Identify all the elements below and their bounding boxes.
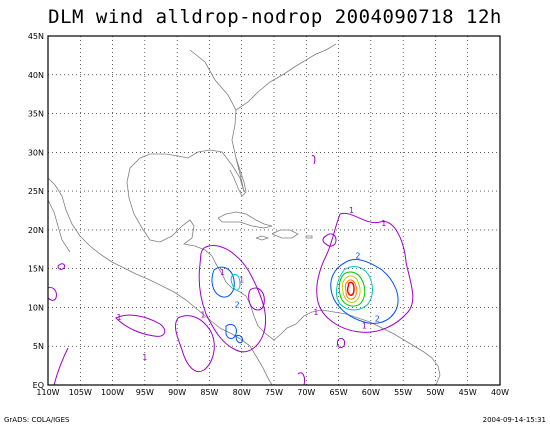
- contour-label: 1: [116, 313, 121, 322]
- lon-tick-label: 45W: [459, 388, 477, 397]
- lon-tick-label: 50W: [426, 388, 444, 397]
- lon-tick-label: 100W: [101, 388, 124, 397]
- contour-1-equator: [53, 347, 69, 385]
- contour-label: 1: [362, 321, 367, 330]
- coastline-florida: [229, 157, 247, 197]
- footer-credit: GrADS: COLA/IGES: [4, 416, 70, 424]
- contour-label: 1: [349, 206, 354, 215]
- contour-1-left-edge: [48, 287, 57, 301]
- lon-tick-label: 110W: [36, 388, 59, 397]
- grid-lines: [48, 36, 500, 385]
- lon-tick-label: 75W: [265, 388, 283, 397]
- lon-tick-label: 85W: [200, 388, 218, 397]
- coastline-baja: [48, 199, 71, 253]
- coastline-mexico-pacific: [48, 177, 273, 385]
- contour-1-caribbean-west: [198, 245, 267, 353]
- contour-label: 2: [235, 300, 240, 309]
- lat-tick-label: EQ: [33, 381, 44, 390]
- lon-tick-label: 55W: [394, 388, 412, 397]
- lon-tick-label: 65W: [330, 388, 348, 397]
- lat-tick-label: 40N: [28, 71, 44, 80]
- contour-label: 1: [239, 276, 244, 285]
- contour-1-south: [297, 372, 305, 385]
- coastline-south-america: [295, 309, 441, 385]
- coastline-jamaica: [255, 235, 270, 241]
- contour-1-central: [248, 287, 265, 311]
- lat-tick-label: 15N: [28, 265, 44, 274]
- contour-1-small-b: [311, 155, 316, 165]
- chart-title: DLM wind alldrop-nodrop 2004090718 12h: [48, 6, 502, 28]
- coastline-cuba: [217, 211, 273, 229]
- coastline-hispaniola: [271, 229, 299, 239]
- contour-3-west: [230, 273, 241, 291]
- contour-label: 1: [200, 311, 205, 320]
- lat-tick-label: 5N: [33, 342, 44, 351]
- contour-3-storm: [336, 266, 373, 311]
- lon-tick-label: 105W: [69, 388, 92, 397]
- lat-tick-label: 45N: [28, 32, 44, 41]
- contour-1-west-pacific-b: [175, 315, 215, 372]
- coastline-us-east: [126, 49, 297, 341]
- lon-tick-label: 90W: [168, 388, 186, 397]
- contour-2-west-c: [235, 335, 243, 344]
- lon-tick-label: 80W: [233, 388, 251, 397]
- contour-label: 1: [220, 268, 225, 277]
- contour-2-storm: [330, 259, 399, 324]
- contour-label: 1: [381, 219, 386, 228]
- contour-label: 1: [313, 308, 318, 317]
- contour-label: 2: [375, 314, 380, 323]
- contour-1-west-pacific: [115, 314, 166, 337]
- contours: [48, 155, 414, 385]
- contour-1-storm: [316, 212, 414, 333]
- contour-4-storm: [338, 271, 366, 307]
- lon-tick-label: 95W: [136, 388, 154, 397]
- lon-tick-label: 40W: [491, 388, 509, 397]
- contour-1-small-c: [337, 337, 345, 349]
- lat-tick-label: 30N: [28, 148, 44, 157]
- contour-7-storm: [346, 281, 355, 296]
- contour-1-small-d: [57, 263, 65, 270]
- coastline-northeast: [235, 43, 337, 111]
- contour-label: 1: [142, 353, 147, 362]
- lat-tick-label: 35N: [28, 110, 44, 119]
- lon-tick-label: 60W: [362, 388, 380, 397]
- axis-labels: EQ 5N 10N 15N 20N 25N 30N 35N 40N 45N 110W 105W 100W…: [28, 32, 509, 397]
- lon-tick-label: 70W: [297, 388, 315, 397]
- map-frame: [47, 35, 501, 386]
- footer-timestamp: 2004-09-14-15:31: [482, 416, 546, 424]
- lat-tick-label: 25N: [28, 187, 44, 196]
- contour-5-storm: [341, 275, 361, 303]
- lat-tick-label: 20N: [28, 226, 44, 235]
- coastline-puerto-rico: [305, 235, 313, 239]
- contour-2-west-a: [211, 266, 235, 298]
- coastlines: [48, 43, 441, 385]
- contour-6-storm: [344, 279, 358, 300]
- contour-2-west-b: [225, 323, 237, 339]
- contour-label: 2: [355, 252, 360, 261]
- contour-1-small-a: [322, 233, 337, 247]
- lat-tick-label: 10N: [28, 303, 44, 312]
